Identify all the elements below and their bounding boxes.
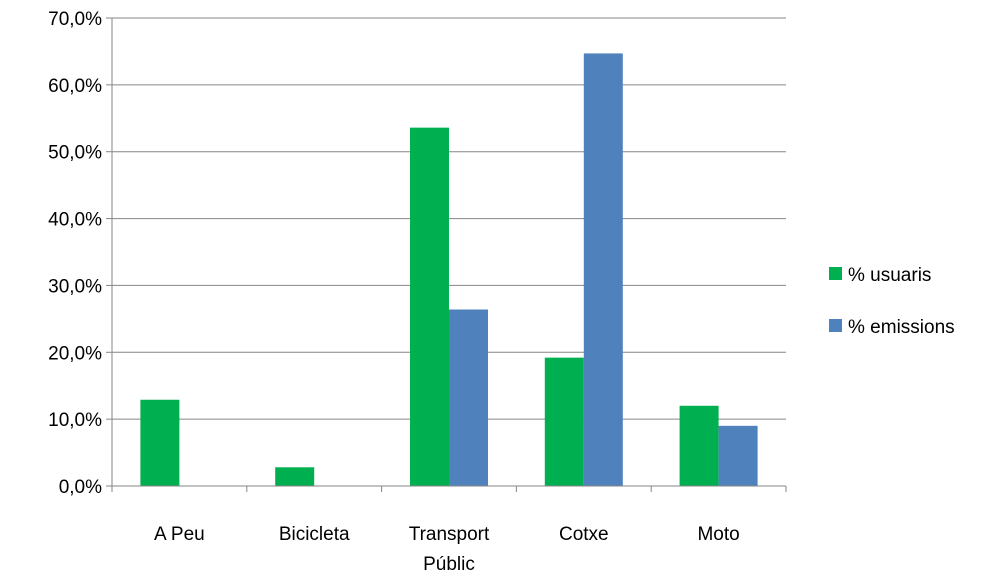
bar-usuaris bbox=[544, 357, 584, 486]
y-tick-label: 40,0% bbox=[48, 210, 102, 231]
y-tick-label: 20,0% bbox=[48, 343, 102, 364]
bar-emissions bbox=[449, 309, 488, 486]
y-tick-label: 10,0% bbox=[48, 410, 102, 431]
bar-emissions bbox=[583, 53, 623, 486]
legend-swatch bbox=[829, 267, 842, 280]
x-axis-ticks: A Peu Bicicleta Transport Públic Cotxe Moto bbox=[154, 524, 740, 575]
y-tick-label: 0,0% bbox=[59, 477, 102, 498]
bar-usuaris bbox=[140, 399, 180, 486]
bar-usuaris bbox=[679, 405, 719, 486]
bars bbox=[140, 53, 758, 486]
legend-label: % emissions bbox=[848, 317, 955, 338]
legend: % usuaris % emissions bbox=[829, 265, 955, 338]
x-tick-label: Cotxe bbox=[559, 524, 609, 545]
x-tick-label: Públic bbox=[423, 554, 475, 575]
y-tick-label: 60,0% bbox=[48, 76, 102, 97]
y-axis-ticks: 0,0% 10,0% 20,0% 30,0% 40,0% 50,0% 60,0% 70,0% bbox=[48, 9, 112, 498]
x-tick-label: Moto bbox=[697, 524, 739, 545]
y-tick-label: 50,0% bbox=[48, 143, 102, 164]
x-tick-label: Transport bbox=[409, 524, 490, 545]
y-tick-label: 30,0% bbox=[48, 276, 102, 297]
x-tick-label: A Peu bbox=[154, 524, 205, 545]
bar-emissions bbox=[718, 425, 758, 486]
legend-label: % usuaris bbox=[848, 265, 931, 286]
legend-swatch bbox=[829, 319, 842, 332]
x-tick-label: Bicicleta bbox=[279, 524, 350, 545]
bar-usuaris bbox=[410, 127, 449, 486]
bar-usuaris bbox=[275, 467, 315, 486]
y-tick-label: 70,0% bbox=[48, 9, 102, 30]
axes bbox=[111, 18, 787, 492]
